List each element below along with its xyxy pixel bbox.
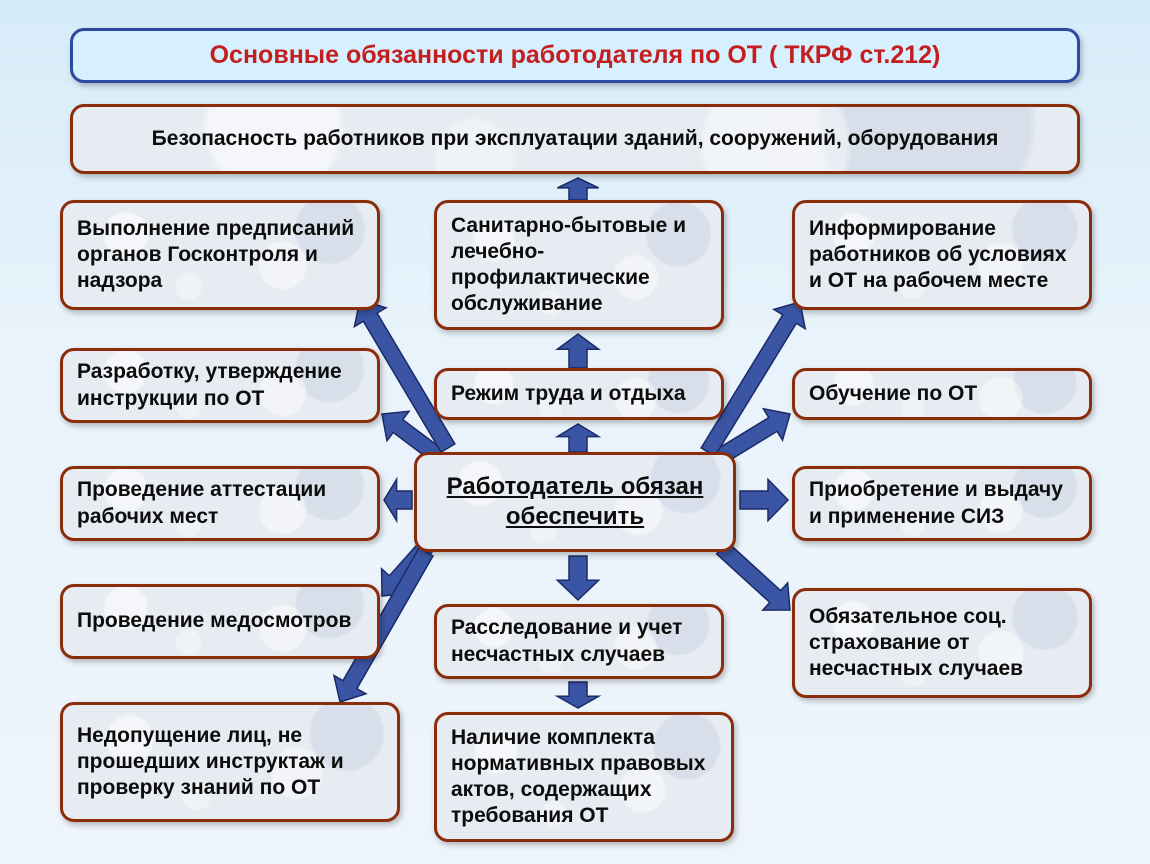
node-top-wide: Безопасность работников при эксплуатации… xyxy=(70,104,1080,174)
arrow xyxy=(557,334,598,368)
arrow xyxy=(557,682,598,708)
node-label: Безопасность работников при эксплуатации… xyxy=(152,126,999,152)
node-label: Информирование работников об условиях и … xyxy=(809,216,1075,295)
node-left-2: Разработку, утверждение инструкции по ОТ xyxy=(60,348,380,423)
node-center: Работодатель обязан обеспечить xyxy=(414,452,736,552)
node-right-3: Приобретение и выдачу и применение СИЗ xyxy=(792,466,1092,541)
title-box: Основные обязанности работодателя по ОТ … xyxy=(70,28,1080,83)
node-label: Проведение аттестации рабочих мест xyxy=(77,477,363,530)
node-right-2: Обучение по ОТ xyxy=(792,368,1092,420)
node-label: Расследование и учет несчастных случаев xyxy=(451,615,707,668)
node-label: Приобретение и выдачу и применение СИЗ xyxy=(809,477,1075,530)
node-label: Обязательное соц. страхование от несчаст… xyxy=(809,604,1075,683)
node-label: Режим труда и отдыха xyxy=(451,381,686,407)
node-mid-lower: Расследование и учет несчастных случаев xyxy=(434,604,724,679)
arrow xyxy=(557,178,598,200)
node-mid-bottom: Наличие комплекта нормативных правовых а… xyxy=(434,712,734,842)
node-left-4: Проведение медосмотров xyxy=(60,584,380,659)
node-left-3: Проведение аттестации рабочих мест xyxy=(60,466,380,541)
arrow xyxy=(557,424,598,452)
diagram-canvas: Основные обязанности работодателя по ОТ … xyxy=(0,0,1150,864)
arrow xyxy=(557,556,598,600)
node-label: Проведение медосмотров xyxy=(77,608,351,634)
node-label: Наличие комплекта нормативных правовых а… xyxy=(451,725,717,830)
node-label: Разработку, утверждение инструкции по ОТ xyxy=(77,359,363,412)
arrow xyxy=(384,479,412,520)
arrow xyxy=(717,542,790,610)
node-label: Выполнение предписаний органов Госконтро… xyxy=(77,216,363,295)
arrow xyxy=(740,479,788,520)
node-mid-upper: Санитарно-бытовые и лечебно-профилактиче… xyxy=(434,200,724,330)
node-label: Санитарно-бытовые и лечебно-профилактиче… xyxy=(451,213,707,318)
title-text: Основные обязанности работодателя по ОТ … xyxy=(210,40,941,71)
node-right-4: Обязательное соц. страхование от несчаст… xyxy=(792,588,1092,698)
node-label: Недопущение лиц, не прошедших инструктаж… xyxy=(77,723,383,802)
node-left-5: Недопущение лиц, не прошедших инструктаж… xyxy=(60,702,400,822)
node-label: Работодатель обязан обеспечить xyxy=(431,472,719,532)
node-mid-mid: Режим труда и отдыха xyxy=(434,368,724,420)
node-label: Обучение по ОТ xyxy=(809,381,977,407)
node-right-1: Информирование работников об условиях и … xyxy=(792,200,1092,310)
node-left-1: Выполнение предписаний органов Госконтро… xyxy=(60,200,380,310)
